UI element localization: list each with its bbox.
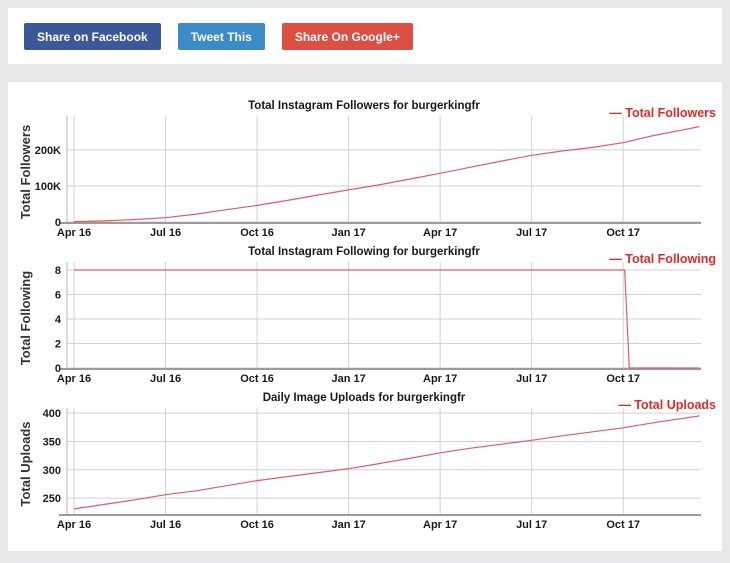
svg-text:Daily Image Uploads for burger: Daily Image Uploads for burgerkingfr — [263, 392, 466, 404]
svg-text:Apr 16: Apr 16 — [57, 227, 91, 239]
svg-text:Oct 16: Oct 16 — [240, 519, 274, 531]
svg-text:Total Uploads: Total Uploads — [18, 422, 33, 507]
svg-text:4: 4 — [55, 314, 62, 326]
svg-text:Oct 16: Oct 16 — [240, 373, 274, 385]
svg-text:Apr 17: Apr 17 — [423, 373, 457, 385]
total-followers-chart: Apr 16 Jul 16 Oct 16 Jan 17 Apr 17 Jul 17 Oct … — [18, 100, 716, 239]
daily-uploads-chart: Apr 16 Jul 16 Oct 16 Jan 17 Apr 17 Jul 17 Oct … — [18, 392, 716, 531]
svg-text:Jul 17: Jul 17 — [516, 227, 547, 239]
svg-text:0: 0 — [55, 217, 61, 229]
tweet-this-button[interactable]: Tweet This — [177, 23, 265, 50]
svg-text:Jul 16: Jul 16 — [150, 227, 181, 239]
svg-text:2: 2 — [55, 338, 61, 350]
svg-text:Apr 17: Apr 17 — [423, 227, 457, 239]
svg-text:Jul 17: Jul 17 — [516, 373, 547, 385]
share-bar-card: Share on Facebook Tweet This Share On Go… — [8, 8, 722, 64]
svg-text:Total Instagram Followers for: Total Instagram Followers for burgerking… — [248, 100, 480, 112]
svg-text:Total Instagram Following for: Total Instagram Following for burgerking… — [248, 246, 480, 258]
svg-text:200K: 200K — [35, 145, 61, 157]
svg-text:8: 8 — [55, 265, 61, 277]
svg-text:— Total Uploads: — Total Uploads — [618, 398, 716, 412]
svg-text:Apr 16: Apr 16 — [57, 519, 91, 531]
svg-text:250: 250 — [43, 493, 61, 505]
svg-text:Jul 16: Jul 16 — [150, 373, 181, 385]
svg-text:Jul 17: Jul 17 — [516, 519, 547, 531]
share-googleplus-button[interactable]: Share On Google+ — [281, 23, 413, 50]
svg-text:Jan 17: Jan 17 — [331, 519, 365, 531]
svg-text:0: 0 — [55, 363, 61, 375]
svg-text:Oct 16: Oct 16 — [240, 227, 274, 239]
svg-text:350: 350 — [43, 436, 61, 448]
svg-text:6: 6 — [55, 289, 61, 301]
share-button-row: Share on Facebook Tweet This Share On Go… — [8, 8, 722, 50]
svg-text:300: 300 — [43, 465, 61, 477]
charts-panel: Apr 16 Jul 16 Oct 16 Jan 17 Apr 17 Jul 17 Oct … — [8, 82, 722, 551]
svg-text:Jan 17: Jan 17 — [331, 373, 365, 385]
share-facebook-button[interactable]: Share on Facebook — [24, 23, 161, 50]
svg-text:Oct 17: Oct 17 — [606, 519, 640, 531]
svg-text:Apr 16: Apr 16 — [57, 373, 91, 385]
svg-text:Jul 16: Jul 16 — [150, 519, 181, 531]
svg-text:— Total Followers: — Total Followers — [609, 106, 716, 120]
svg-text:100K: 100K — [35, 181, 61, 193]
svg-text:Oct 17: Oct 17 — [606, 373, 640, 385]
svg-text:Total Following: Total Following — [18, 271, 33, 365]
svg-text:400: 400 — [43, 408, 61, 420]
svg-text:Oct 17: Oct 17 — [606, 227, 640, 239]
svg-text:— Total Following: — Total Following — [609, 252, 716, 266]
svg-text:Total Followers: Total Followers — [18, 125, 33, 219]
total-following-chart: Apr 16 Jul 16 Oct 16 Jan 17 Apr 17 Jul 17 Oct … — [18, 246, 716, 385]
svg-text:Jan 17: Jan 17 — [331, 227, 365, 239]
svg-text:Apr 17: Apr 17 — [423, 519, 457, 531]
